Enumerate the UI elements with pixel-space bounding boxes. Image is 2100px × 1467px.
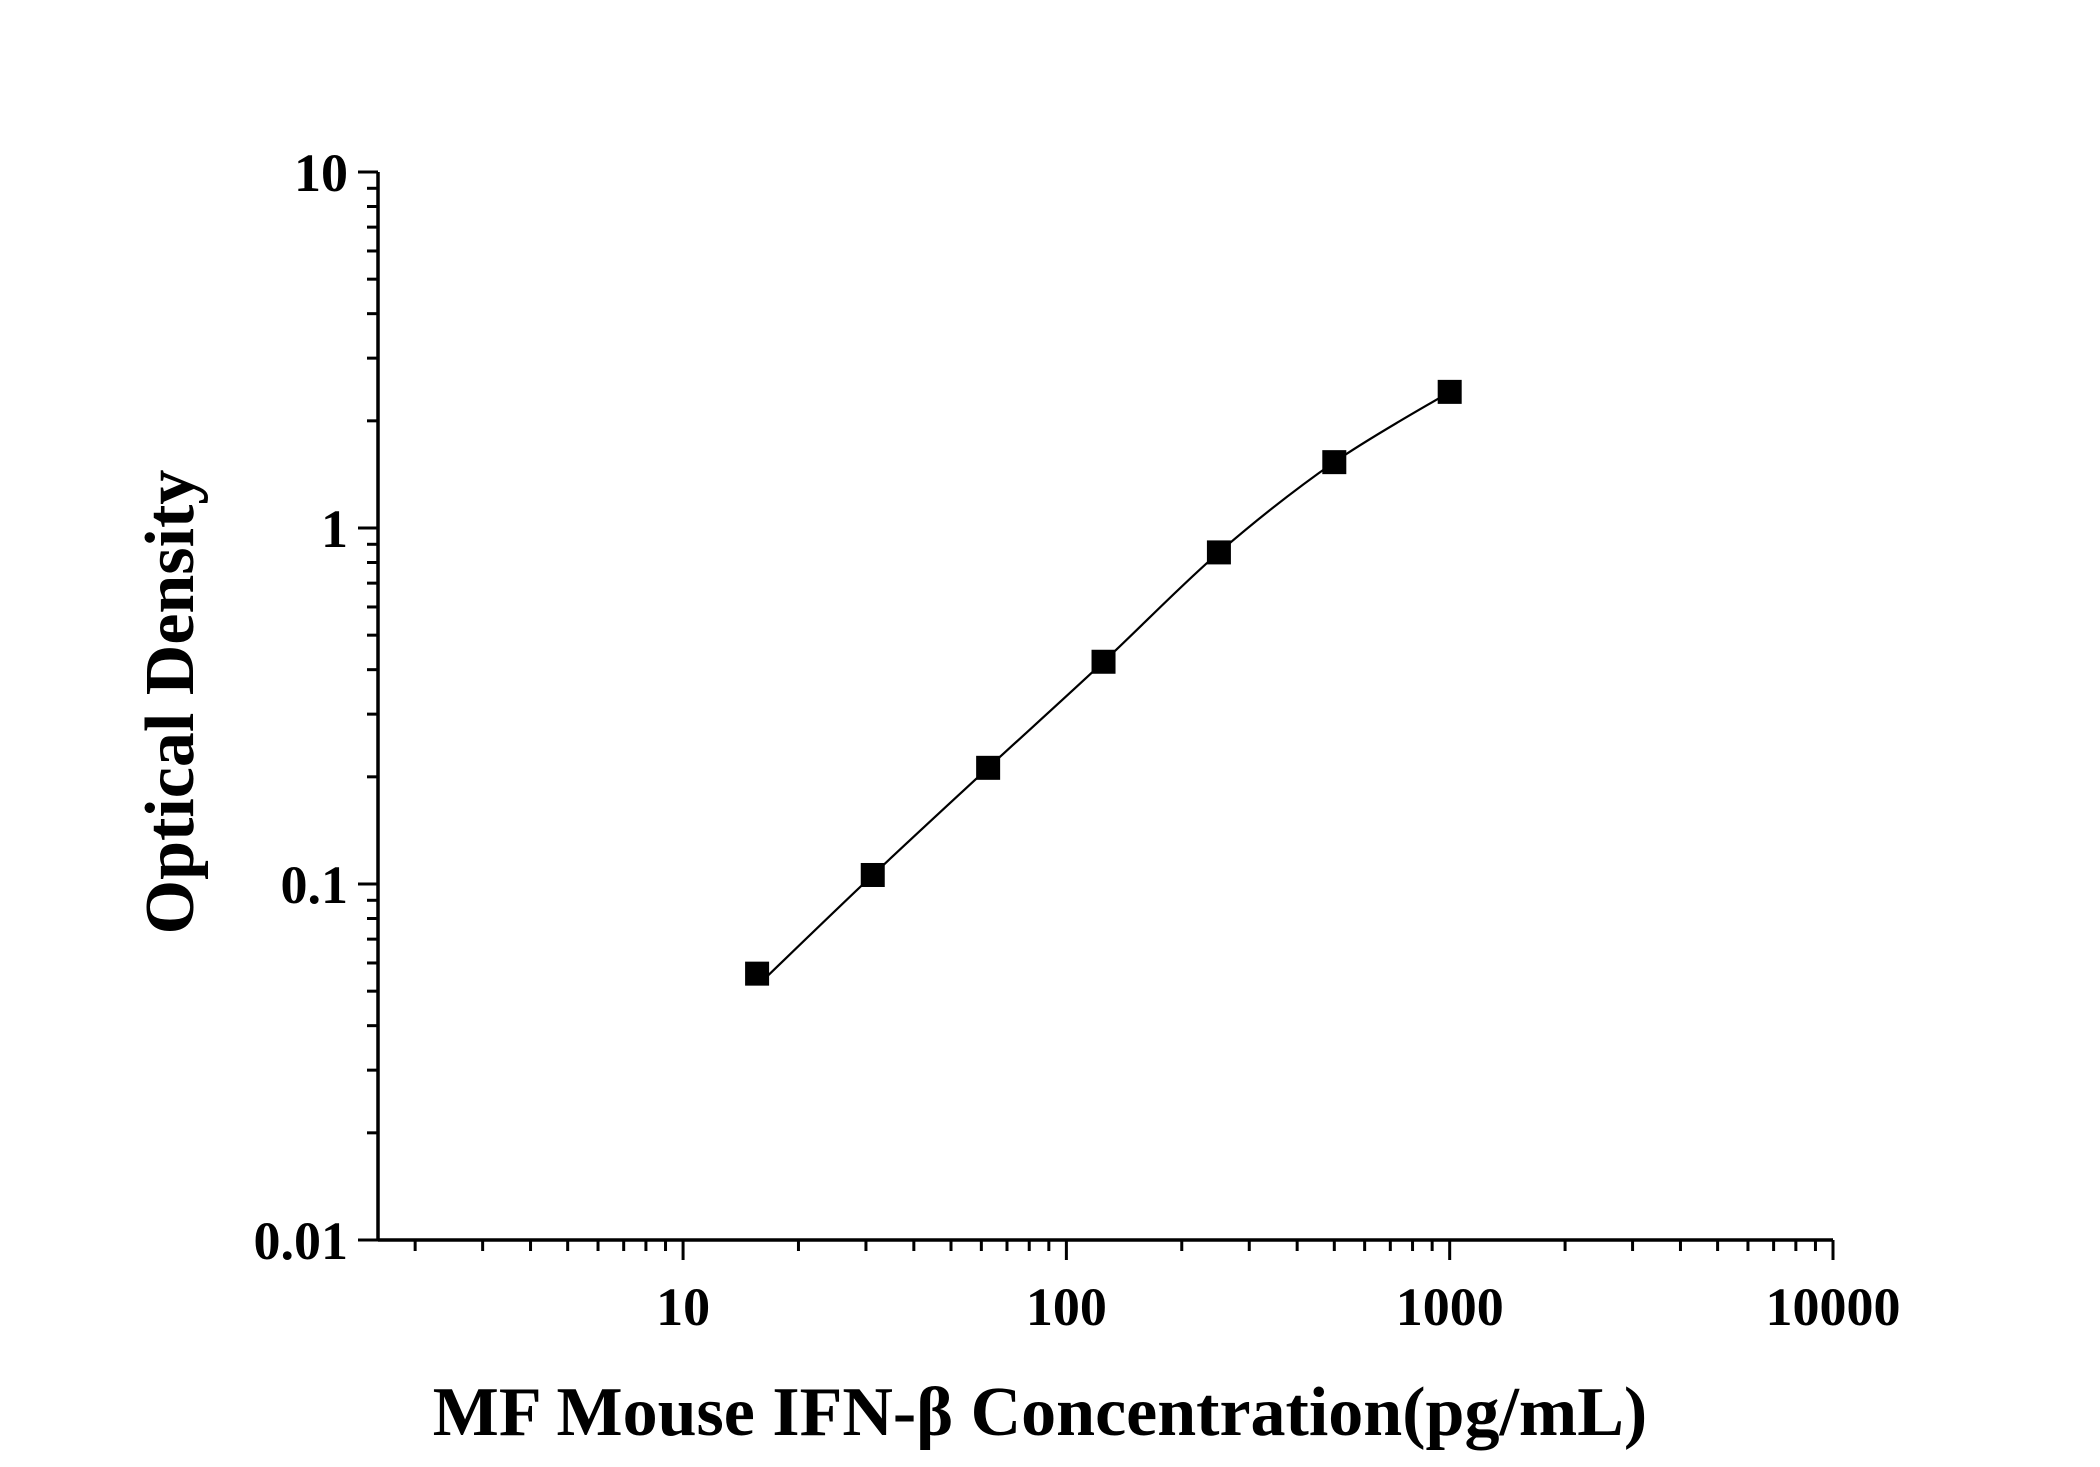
ticks: [358, 170, 1835, 1260]
y-axis-title: Optical Density: [132, 470, 209, 935]
y-tick-label: 0.01: [254, 1211, 349, 1271]
tick-labels: 10 100 1000 10000 0.01 0.1 1 10: [254, 143, 1901, 1337]
x-tick-label: 10: [656, 1277, 710, 1337]
fitted-curve-group: [759, 390, 1451, 984]
y-tick-label: 10: [294, 143, 348, 203]
data-point-marker: [1206, 540, 1231, 565]
data-point-marker: [745, 961, 770, 986]
x-axis-title: MF Mouse IFN-β Concentration(pg/mL): [433, 1374, 1647, 1451]
axes: [376, 172, 1833, 1242]
data-markers: [745, 379, 1462, 986]
data-point-marker: [976, 755, 1001, 780]
y-tick-label: 1: [321, 499, 348, 559]
data-point-marker: [1322, 450, 1347, 475]
x-tick-label: 10000: [1766, 1277, 1901, 1337]
x-tick-label: 1000: [1396, 1277, 1504, 1337]
data-point-marker: [860, 862, 885, 887]
x-tick-label: 100: [1026, 1277, 1107, 1337]
data-point-marker: [1091, 649, 1116, 674]
y-tick-label: 0.1: [281, 855, 349, 915]
fitted-curve-line: [759, 390, 1451, 984]
data-point-marker: [1437, 379, 1462, 404]
